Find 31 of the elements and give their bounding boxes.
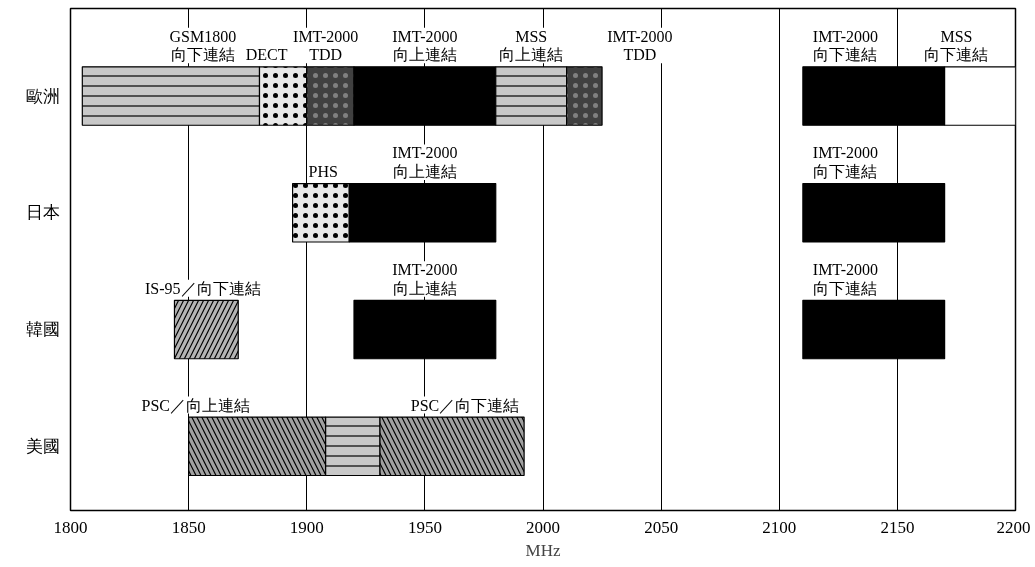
annotation: GSM1800 向下連結: [169, 27, 237, 64]
annotation: IMT-2000 向上連結: [392, 261, 458, 297]
annotation: IMT-2000 向下連結: [812, 144, 878, 181]
y-tick-label: 歐洲: [25, 86, 60, 106]
annotation: IMT-2000 TDD: [607, 27, 673, 64]
x-tick-label: 2200: [996, 517, 1031, 537]
x-tick-label: 2000: [526, 517, 560, 537]
x-tick-label: 2100: [762, 517, 797, 537]
y-tick-label: 日本: [25, 203, 60, 223]
annotation: IMT-2000 TDD: [293, 27, 359, 64]
x-axis-title: MHz: [525, 540, 561, 560]
bar: [353, 299, 497, 360]
annotation: IMT-2000 向下連結: [812, 261, 878, 297]
y-tick-label: 韓國: [25, 320, 60, 340]
annotation: MSS 向上連結: [499, 27, 564, 64]
annotation: PHS: [308, 163, 338, 181]
annotation: DECT: [245, 46, 288, 64]
x-tick-label: 2050: [644, 517, 679, 537]
x-tick-label: 1900: [289, 517, 324, 537]
annotation: IMT-2000 向上連結: [392, 144, 458, 181]
x-tick-label: 1800: [53, 517, 88, 537]
annotation: PSC／向上連結: [141, 396, 250, 414]
y-tick-label: 美國: [25, 436, 60, 456]
x-tick-label: 1850: [171, 517, 206, 537]
x-tick-label: 1950: [407, 517, 442, 537]
annotation: IS-95／向下連結: [145, 279, 261, 297]
annotation: IMT-2000 向下連結: [812, 27, 878, 64]
x-tick-label: 2150: [880, 517, 915, 537]
annotation: IMT-2000 向上連結: [392, 27, 458, 64]
annotation: PSC／向下連結: [410, 396, 520, 414]
annotation: MSS 向下連結: [924, 27, 989, 64]
